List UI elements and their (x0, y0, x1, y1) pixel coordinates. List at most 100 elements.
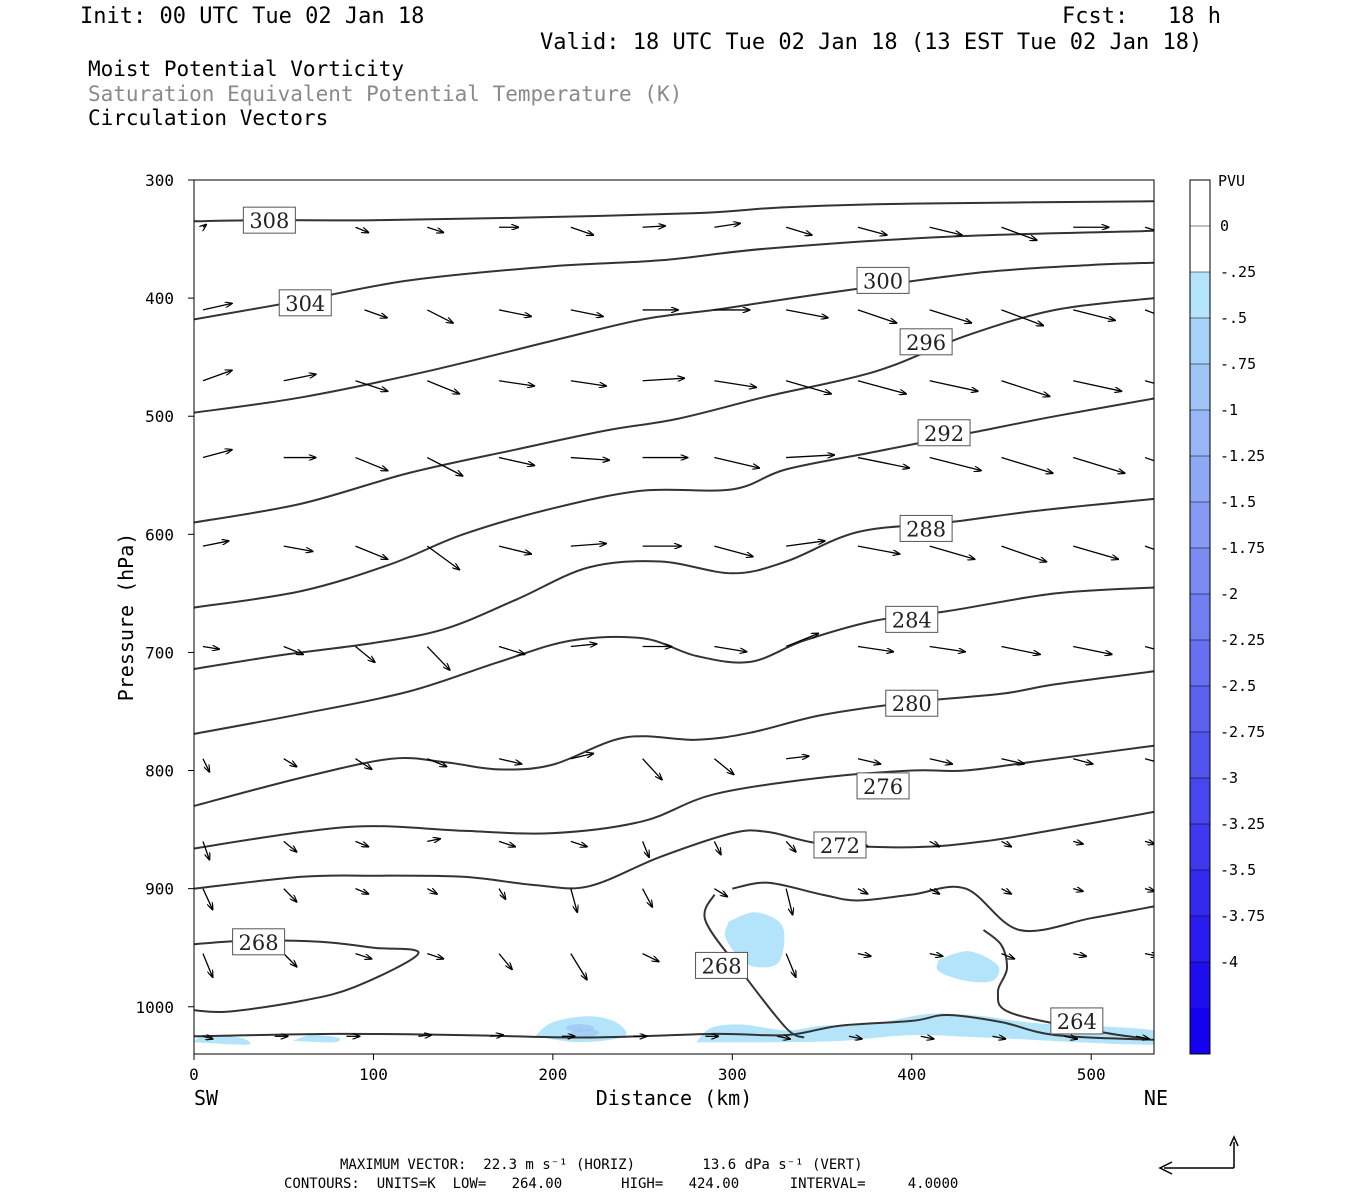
circulation-vector (202, 841, 209, 859)
circulation-vector (283, 953, 297, 967)
circulation-vector (929, 545, 975, 559)
circulation-vector (570, 644, 597, 647)
circulation-vector (785, 226, 812, 235)
circulation-vector (785, 953, 796, 977)
circulation-vector (498, 758, 521, 764)
circulation-vector (498, 309, 531, 317)
colorbar-frame (1189, 179, 1211, 1055)
colorbar-segment (1190, 502, 1210, 549)
colorbar-segment (1190, 824, 1210, 871)
contour-label: 272 (820, 834, 860, 858)
colorbar-label: -1 (1220, 401, 1238, 419)
circulation-vector (570, 754, 593, 760)
plot-frame (193, 179, 1155, 1055)
pv-shade-region (292, 1034, 341, 1043)
circulation-vector (355, 952, 371, 959)
circulation-vector (202, 303, 232, 311)
reference-vector (1158, 1135, 1239, 1175)
colorbar-segment (1190, 594, 1210, 641)
circulation-vector (355, 545, 387, 559)
circulation-vector (642, 758, 662, 780)
circulation-vector (427, 758, 446, 767)
circulation-vector (786, 309, 828, 318)
x-tick-label: 300 (718, 1065, 747, 1084)
contour-label-box (899, 514, 953, 542)
circulation-vector (929, 758, 952, 764)
circulation-vector (848, 1036, 862, 1039)
circulation-vector (1001, 380, 1049, 397)
circulation-vector (714, 888, 727, 897)
circulation-vector (1073, 954, 1086, 957)
circulation-vector (1001, 456, 1052, 474)
circulation-vector (1144, 889, 1154, 892)
field-title-mpv: Moist Potential Vorticity (88, 57, 405, 81)
endpoint-right: NE (1144, 1086, 1168, 1110)
circulation-vector (418, 1035, 431, 1036)
circulation-vector (570, 840, 587, 846)
y-tick-label: 300 (145, 171, 174, 190)
colorbar-label: -.25 (1220, 263, 1256, 281)
y-tick-label: 500 (145, 407, 174, 426)
circulation-vector (427, 952, 443, 959)
colorbar-segment (1190, 364, 1210, 411)
circulation-vector (570, 544, 606, 547)
circulation-vector (929, 309, 972, 323)
circulation-vector (1073, 456, 1124, 474)
contour-label-box (917, 419, 971, 447)
max-vector-note: MAXIMUM VECTOR: 22.3 m s⁻¹ (HORIZ) 13.6 … (340, 1157, 863, 1173)
theta-es-contour (194, 744, 1154, 850)
contour-label: 304 (285, 292, 325, 316)
theta-es-contour (194, 261, 1154, 414)
colorbar-segment (1190, 272, 1210, 319)
contour-label-box (856, 266, 910, 294)
circulation-vector (283, 758, 297, 767)
circulation-vector (498, 545, 531, 554)
circulation-vector (283, 840, 297, 851)
contour-label-box (856, 772, 910, 800)
contour-label: 284 (892, 608, 932, 632)
circulation-vector (570, 953, 587, 980)
theta-es-contour (194, 200, 1154, 223)
colorbar-segment (1190, 226, 1210, 273)
circulation-vector (1073, 380, 1121, 391)
y-tick-label: 400 (145, 289, 174, 308)
circulation-vector (1144, 226, 1154, 231)
theta-es-contour (194, 297, 1154, 524)
circulation-vector (426, 889, 437, 894)
circulation-vector (857, 645, 893, 652)
circulation-vector (202, 888, 213, 910)
circulation-vector (920, 1036, 934, 1039)
circulation-vector (364, 309, 386, 318)
contour-label: 276 (863, 775, 903, 799)
colorbar-segment (1190, 916, 1210, 963)
colorbar-segment (1190, 732, 1210, 779)
x-tick-label: 400 (897, 1065, 926, 1084)
circulation-vector (929, 954, 943, 957)
circulation-vector (714, 456, 759, 468)
circulation-vector (786, 541, 824, 547)
contour-label-box (899, 328, 953, 356)
colorbar-label: -.5 (1220, 309, 1247, 327)
contour-label: 268 (702, 954, 742, 978)
circulation-vector (992, 1036, 1006, 1039)
colorbar-segment (1190, 778, 1210, 825)
circulation-vector (1001, 889, 1011, 894)
colorbar-unit: PVU (1218, 172, 1245, 190)
contour-label: 288 (906, 517, 946, 541)
circulation-vector (857, 456, 909, 468)
theta-es-contour (194, 810, 1154, 890)
contour-label-box (695, 951, 749, 979)
circulation-vector (857, 309, 896, 323)
circulation-vector (490, 1035, 503, 1036)
circulation-vector (1001, 645, 1039, 655)
y-tick-label: 600 (145, 525, 174, 544)
colorbar-label: -1.5 (1220, 493, 1256, 511)
circulation-vector (283, 374, 316, 382)
circulation-vector (426, 456, 462, 476)
circulation-vector (427, 380, 459, 394)
circulation-vector (714, 545, 752, 556)
circulation-vector (203, 225, 206, 228)
circulation-vector (202, 953, 213, 977)
circulation-vector (1144, 758, 1154, 762)
circulation-vector (929, 226, 962, 235)
